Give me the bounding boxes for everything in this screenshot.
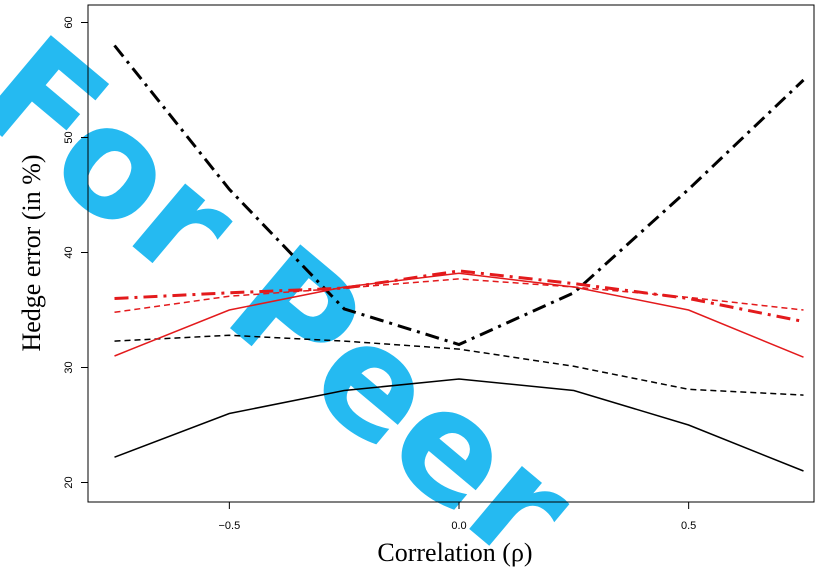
x-tick-label: 0.0: [451, 520, 466, 532]
y-tick-label: 60: [63, 16, 75, 28]
plot-frame: [87, 4, 815, 503]
series-line-3: [113, 44, 805, 347]
y-tick-label: 50: [63, 131, 75, 143]
series-line-4: [114, 272, 804, 358]
series-layer: [113, 44, 805, 472]
series-line-2: [114, 334, 804, 396]
watermark-text: For Peer: [0, 4, 605, 575]
y-axis-title: Hedge error (in %): [17, 154, 46, 351]
series-line-5: [114, 278, 804, 314]
series-line-1: [114, 378, 804, 472]
watermark: For Peer: [0, 4, 605, 575]
y-tick-label: 20: [63, 476, 75, 488]
y-axis: 20 30 40 50 60: [63, 16, 88, 489]
y-tick-label: 40: [63, 246, 75, 258]
x-tick-label: −0.5: [218, 520, 240, 532]
x-axis-title: Correlation (ρ): [377, 538, 532, 567]
y-tick-label: 30: [63, 361, 75, 373]
x-axis: −0.5 0.0 0.5: [218, 502, 696, 532]
x-tick-label: 0.5: [681, 520, 696, 532]
